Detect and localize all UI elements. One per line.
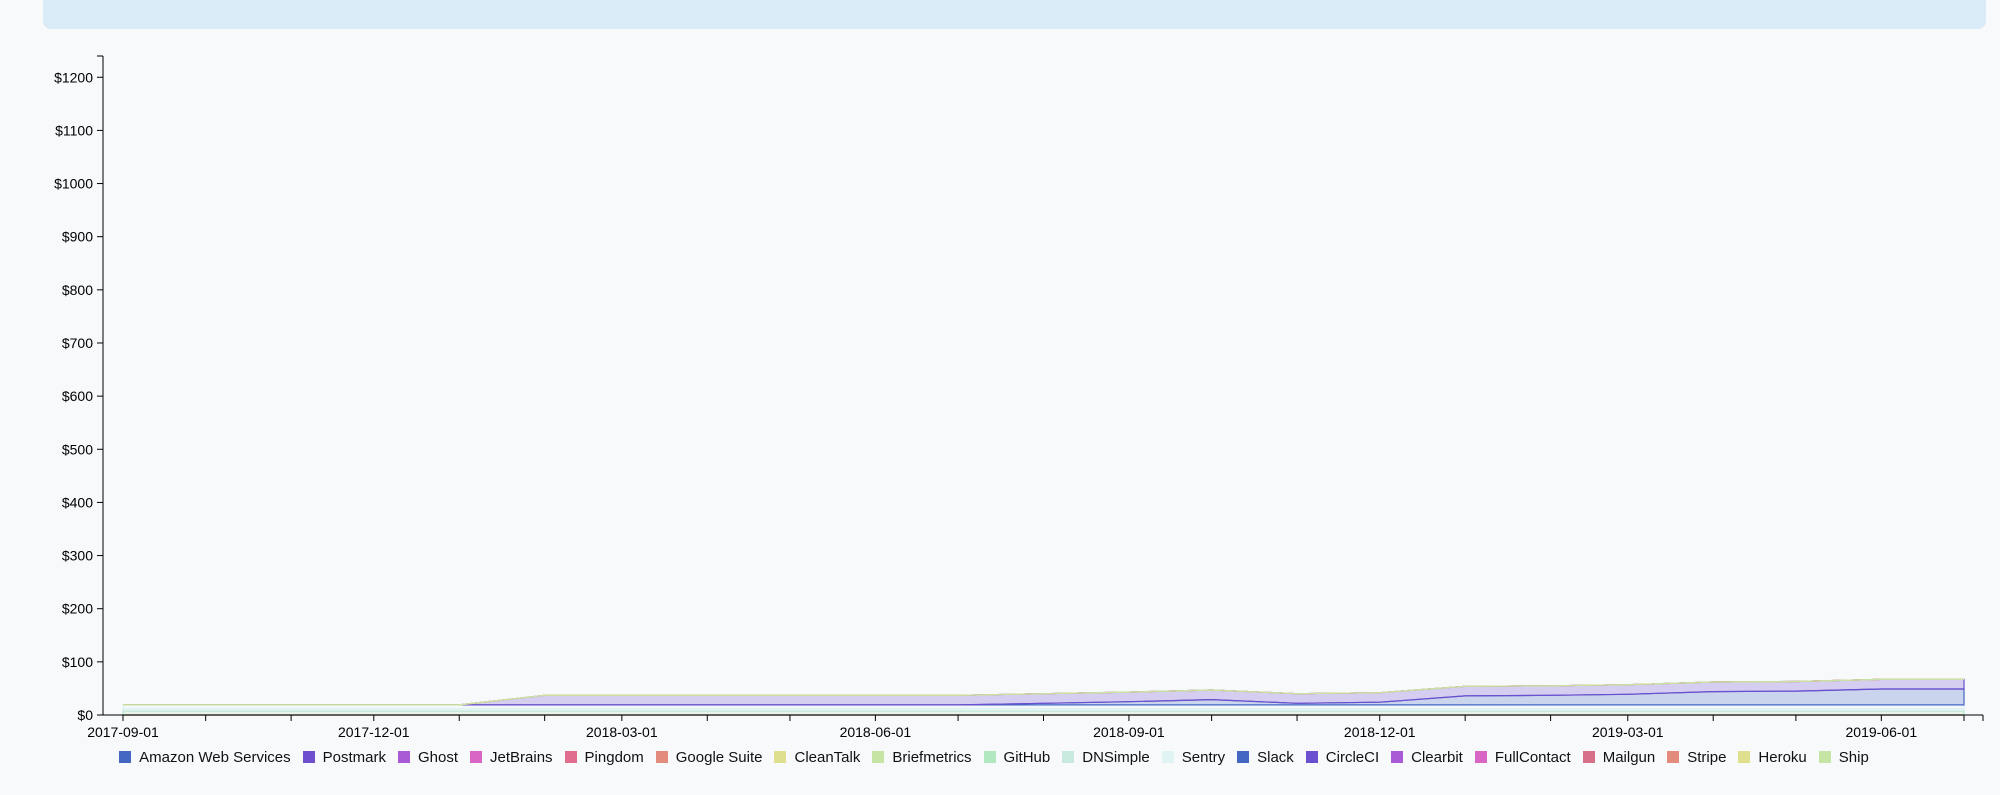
chart-legend: Amazon Web Services Postmark Ghost JetBrain… [0,745,2000,769]
y-tick-label: $1000 [54,176,93,192]
legend-item: Briefmetrics [872,748,972,766]
legend-swatch [470,751,483,763]
series-area-ship [123,678,1964,706]
legend-swatch [655,751,668,763]
legend-label: Google Suite [675,748,763,766]
y-tick-label: $300 [62,548,93,564]
y-tick-label: $1200 [54,69,93,85]
legend-item: GitHub [983,748,1051,766]
legend-label: Slack [1257,748,1294,766]
legend-swatch [1738,751,1751,763]
y-tick-label: $900 [62,229,93,245]
legend-label: DNSimple [1082,748,1150,766]
legend-item: JetBrains [470,749,553,766]
legend-label: CleanTalk [794,748,861,766]
legend-swatch [564,751,577,763]
legend-label: Mailgun [1602,748,1656,766]
legend-item: CleanTalk [774,749,860,766]
legend-swatch [1667,751,1680,763]
legend-item: DNSimple [1062,749,1150,766]
legend-label: Postmark [322,748,386,766]
legend-item: FullContact [1474,748,1571,766]
legend-item: Ghost [397,748,459,766]
x-tick-label: 2017-12-01 [338,724,410,740]
legend-item: Heroku [1738,748,1807,766]
legend-item: CircleCI [1305,748,1380,766]
legend-label: Pingdom [584,748,644,766]
stacked-area-chart: $0 $100 $200 $300 $400 $500 $600 $700 $800 $900 $1… [54,55,1984,740]
legend-label: Ghost [417,748,459,766]
y-tick-label: $1100 [55,122,93,138]
legend-item: Pingdom [564,748,644,766]
x-tick-label: 2018-06-01 [840,724,912,740]
legend-swatch [983,751,996,763]
legend-label: Briefmetrics [892,748,972,766]
legend-label: JetBrains [490,748,553,766]
top-banner [43,0,1986,29]
legend-item: Mailgun [1582,748,1656,766]
legend-label: CircleCI [1325,748,1380,766]
x-tick-label: 2018-09-01 [1093,724,1165,740]
legend-label: Ship [1838,748,1869,766]
y-tick-label: $800 [62,282,93,298]
legend-swatch [1305,751,1318,763]
legend-label: Heroku [1758,748,1807,766]
y-axis: $0 $100 $200 $300 $400 $500 $600 $700 $800 $900 $1… [54,55,104,723]
legend-swatch [1062,751,1075,763]
x-tick-label: 2017-09-01 [87,724,159,740]
legend-swatch [397,751,410,763]
y-tick-label: $700 [62,335,93,351]
y-tick-label: $200 [62,601,93,617]
legend-item: Amazon Web Services [119,748,291,766]
legend-item: Slack [1237,749,1294,766]
legend-item: Stripe [1667,749,1726,766]
legend-swatch [1237,751,1250,763]
legend-item: Postmark [302,748,386,766]
legend-item: Ship [1818,748,1869,766]
legend-swatch [302,751,315,763]
legend-label: Clearbit [1411,748,1463,766]
x-tick-label: 2019-03-01 [1592,724,1664,740]
y-tick-label: $400 [62,494,93,510]
x-tick-label: 2018-12-01 [1344,724,1416,740]
legend-swatch [1161,751,1174,763]
y-tick-label: $100 [62,654,93,670]
legend-label: GitHub [1003,748,1051,766]
legend-label: Sentry [1181,748,1226,766]
legend-swatch [872,751,885,763]
legend-item: Sentry [1161,748,1226,766]
y-tick-label: $500 [62,441,93,457]
legend-swatch [774,751,787,763]
legend-label: FullContact [1494,748,1571,766]
legend-swatch [1391,751,1404,763]
legend-label: Stripe [1687,748,1727,766]
legend-item: Clearbit [1391,749,1463,766]
legend-swatch [1474,751,1487,763]
legend-item: Google Suite [655,748,763,766]
legend-swatch [1818,751,1831,763]
x-tick-label: 2018-03-01 [586,724,658,740]
y-tick-label: $600 [62,388,93,404]
legend-swatch [119,751,132,763]
legend-swatch [1582,751,1595,763]
x-tick-label: 2019-06-01 [1846,724,1918,740]
legend-label: Amazon Web Services [139,748,291,766]
y-tick-label: $0 [77,707,93,723]
area-layer [122,678,1965,716]
x-axis: 2017-09-01 2017-12-01 2018-03-01 2018-06-01… [87,714,1984,740]
